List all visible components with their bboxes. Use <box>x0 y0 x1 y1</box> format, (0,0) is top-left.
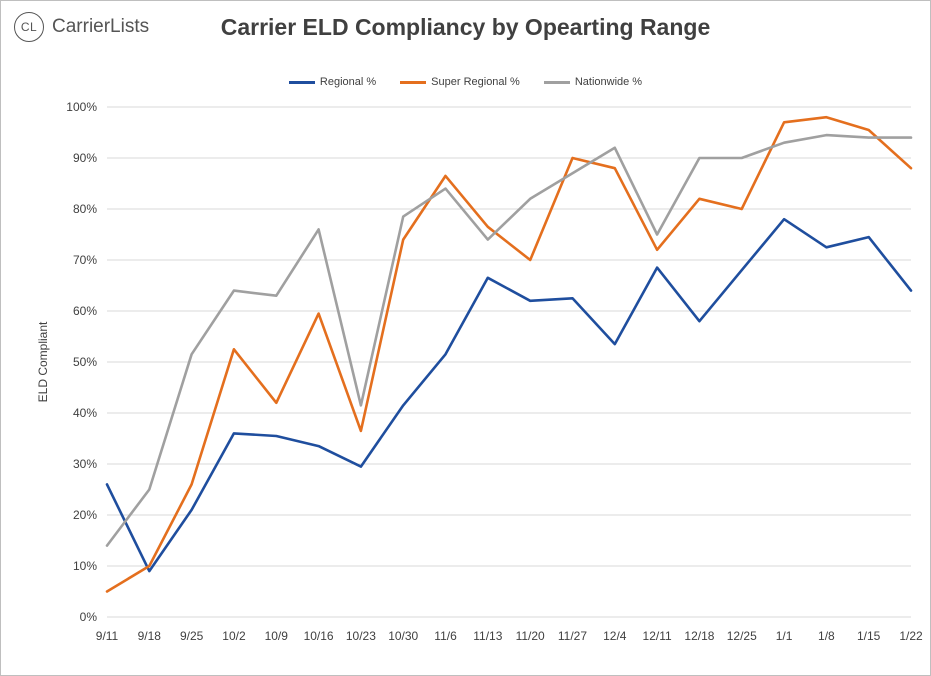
legend-label: Super Regional % <box>431 76 520 88</box>
x-tick-label: 10/9 <box>265 629 289 643</box>
y-tick-label: 70% <box>73 253 97 267</box>
y-tick-label: 80% <box>73 202 97 216</box>
x-tick-label: 11/13 <box>473 629 502 643</box>
x-tick-label: 1/8 <box>818 629 835 643</box>
y-tick-label: 100% <box>66 100 97 114</box>
legend-swatch <box>543 80 570 84</box>
x-tick-label: 1/22 <box>899 629 923 643</box>
x-tick-label: 9/25 <box>180 629 204 643</box>
x-tick-label: 12/25 <box>727 629 757 643</box>
series-line <box>105 115 913 593</box>
x-tick-label: 9/11 <box>96 629 119 643</box>
y-tick-label: 0% <box>80 610 98 624</box>
legend-item: Super Regional % <box>400 76 520 88</box>
y-tick-label: 50% <box>73 355 97 369</box>
y-tick-label: 10% <box>73 559 97 573</box>
y-axis-title: ELD Compliant <box>36 321 50 402</box>
x-tick-label: 10/16 <box>304 629 334 643</box>
x-tick-label: 12/18 <box>684 629 714 643</box>
x-tick-label: 10/2 <box>222 629 246 643</box>
series-line <box>105 133 913 547</box>
legend-swatch <box>400 80 427 84</box>
legend-label: Nationwide % <box>574 76 643 88</box>
legend-label: Regional % <box>319 76 377 88</box>
x-tick-label: 10/23 <box>346 629 376 643</box>
y-tick-label: 30% <box>73 457 97 471</box>
x-tick-label: 11/20 <box>516 629 545 643</box>
legend-item: Nationwide % <box>543 76 643 88</box>
x-tick-label: 1/1 <box>776 629 793 643</box>
logo-badge-icon: CL <box>14 12 44 42</box>
y-tick-label: 20% <box>73 508 97 522</box>
y-tick-label: 40% <box>73 406 97 420</box>
chart-legend: Regional % Super Regional % Nationwide % <box>0 76 931 88</box>
x-tick-label: 11/27 <box>558 629 587 643</box>
y-tick-label: 60% <box>73 304 97 318</box>
x-tick-label: 12/11 <box>643 629 672 643</box>
logo-text: CarrierLists <box>52 16 150 37</box>
legend-item: Regional % <box>288 76 377 88</box>
x-tick-label: 11/6 <box>434 629 457 643</box>
carrierlists-logo: CL CarrierLists <box>14 12 149 42</box>
x-tick-label: 10/30 <box>388 629 418 643</box>
x-tick-label: 12/4 <box>603 629 627 643</box>
series-line <box>105 217 913 573</box>
y-tick-label: 90% <box>73 151 97 165</box>
x-tick-label: 9/18 <box>138 629 162 643</box>
x-tick-label: 1/15 <box>857 629 881 643</box>
chart-title: Carrier ELD Compliancy by Opearting Rang… <box>220 14 711 40</box>
legend-swatch <box>288 80 315 84</box>
